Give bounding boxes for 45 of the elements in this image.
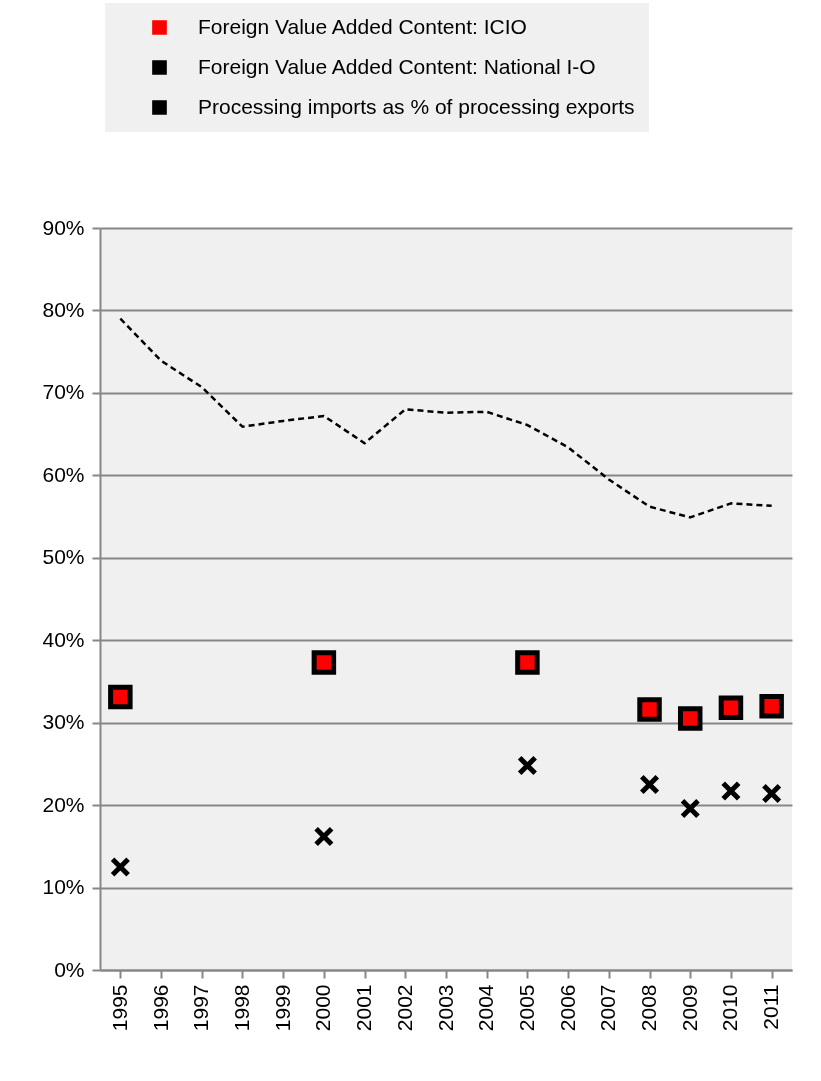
- y-tick-label: 50%: [42, 545, 85, 569]
- x-tick-label: 2008: [637, 984, 661, 1032]
- x-tick-label: 2006: [555, 984, 579, 1032]
- y-tick-label: 0%: [54, 957, 85, 981]
- y-tick-label: 80%: [42, 297, 85, 321]
- x-tick-label: 2003: [433, 984, 457, 1032]
- legend-label: Foreign Value Added Content: ICIO: [198, 14, 527, 38]
- point: [637, 697, 662, 722]
- legend-label: Foreign Value Added Content: National I-O: [198, 54, 596, 78]
- x-tick-label: 2004: [474, 984, 498, 1032]
- x-tick-label: 2007: [596, 984, 620, 1032]
- point: [311, 650, 337, 675]
- y-tick-label: 30%: [42, 710, 85, 734]
- line-series: [119, 317, 773, 519]
- point: [720, 780, 742, 802]
- point: [313, 826, 335, 847]
- point: [718, 695, 744, 721]
- point: [515, 650, 540, 675]
- x-tick-label: 2002: [392, 984, 416, 1032]
- x-tick-label: 1999: [270, 984, 294, 1032]
- x-tick-label: 1996: [148, 984, 172, 1032]
- point: [108, 684, 133, 710]
- x-tick-label: 1997: [189, 984, 213, 1032]
- y-tick-label: 10%: [42, 875, 85, 899]
- x-tick-label: 1995: [107, 984, 131, 1032]
- y-tick-label: 60%: [42, 462, 85, 486]
- point: [677, 706, 703, 731]
- point: [110, 856, 131, 878]
- x-tick-label: 2005: [514, 984, 538, 1032]
- x-tick-label: 2010: [718, 984, 742, 1032]
- point: [517, 755, 538, 776]
- y-tick-label: 70%: [42, 380, 85, 404]
- x-tick-label: 2011: [759, 984, 783, 1030]
- point: [761, 783, 782, 804]
- y-tick-label: 20%: [42, 792, 85, 816]
- x-tick-label: 2009: [677, 984, 701, 1032]
- point: [759, 693, 784, 719]
- y-tick-label: 40%: [42, 627, 85, 651]
- x-tick-label: 2000: [311, 984, 335, 1032]
- legend-label: Processing imports as % of processing exports: [198, 94, 635, 118]
- point: [639, 774, 660, 795]
- y-tick-label: 90%: [42, 215, 85, 239]
- x-tick-label: 1998: [229, 984, 253, 1032]
- point: [679, 798, 701, 819]
- x-tick-label: 2001: [352, 984, 376, 1032]
